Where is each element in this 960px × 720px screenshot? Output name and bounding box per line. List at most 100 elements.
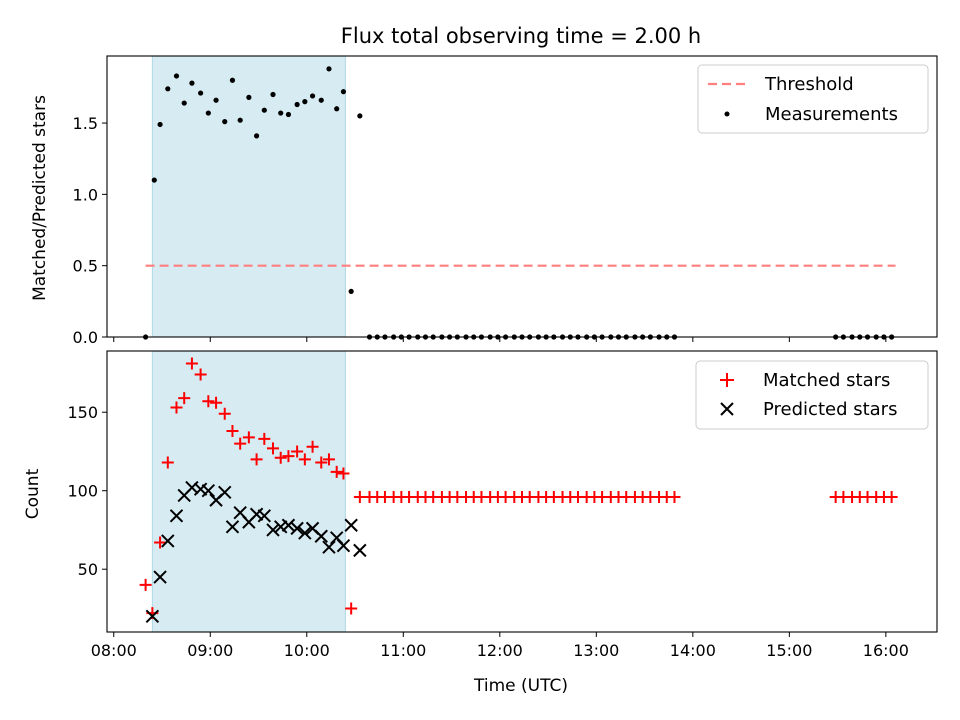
matched-star-point [668,490,681,503]
legend-matched-swatch [720,373,734,387]
measurement-point [340,89,347,95]
predicted-star-point [169,509,184,523]
predicted-star-point [201,484,216,498]
predicted-star-point [322,540,336,554]
bottom-legend-box [695,360,929,430]
measurement-point [318,97,324,103]
x-tick-label: 11:00 [380,641,426,660]
bottom-y-axis-label: Count [23,468,43,519]
matched-star-point [298,453,311,466]
bottom-y-axis: 50 100 150 [67,403,107,579]
bottom-axes-frame [106,350,938,633]
top-axes-frame [106,55,938,338]
measurement-point [198,90,204,96]
matched-star-point [154,536,167,549]
measurement-point [309,93,316,99]
x-tick-label: 10:00 [284,641,330,660]
matched-star-point [274,451,287,464]
matched-star-point [242,431,255,444]
top-y-axis: 0.0 0.5 1.0 1.5 [73,114,107,347]
top-y-axis-label: Matched/Predicted stars [30,95,50,301]
predicted-star-point [161,534,175,548]
x-tick-label: 09:00 [187,641,233,660]
bottom-panel: 50 100 150 08:00 09:00 10:00 11:00 12:00 13:00 1… [23,350,938,696]
measurement-point [294,101,300,108]
y-tick-label: 150 [67,403,98,422]
x-axis-label: Time (UTC) [473,676,568,696]
measurement-point [173,73,180,79]
measurement-point [253,133,260,139]
measurement-point [213,97,219,103]
measurement-point [348,288,354,294]
measurement-point [261,107,267,113]
x-tick-label: 16:00 [863,641,909,660]
matched-star-point [267,442,279,455]
measurement-point [326,66,332,72]
bottom-x-axis: 08:00 09:00 10:00 11:00 12:00 13:00 14:00 15:00… [91,632,909,660]
legend-predicted-label: Predicted stars [763,399,897,420]
matched-star-point [322,453,335,466]
matched-star-point [291,445,304,458]
measurement-point [270,91,276,98]
measurement-point [302,99,308,105]
measurement-point [157,121,163,128]
measurement-point [334,106,340,112]
legend-measurements-label: Measurements [765,104,898,125]
predicted-star-point [336,538,351,553]
matched-star-point [139,578,152,591]
matched-star-point [330,465,343,478]
matched-star-point [345,602,358,615]
measurement-point [357,113,363,119]
predicted-star-point [145,609,160,624]
measurements-series [143,66,895,340]
predicted-star-point [218,485,232,499]
measurement-point [229,77,236,83]
matched-star-point [210,396,223,409]
matched-star-point [282,450,295,463]
count-series [139,357,898,624]
predicted-star-point [225,520,240,534]
predicted-star-point [153,570,167,584]
predicted-star-point [266,523,280,537]
measurement-point [189,80,195,86]
legend-predicted-swatch [720,402,734,416]
top-legend: Threshold Measurements [697,64,929,134]
matched-star-point [250,453,263,466]
matched-star-point [202,395,215,408]
measurement-point [278,110,284,116]
matched-star-point [218,407,231,420]
measurement-point [222,119,228,125]
y-tick-label: 1.0 [73,185,98,204]
predicted-star-point [281,518,296,532]
y-tick-label: 1.5 [73,114,98,133]
x-tick-label: 12:00 [477,641,523,660]
x-tick-label: 13:00 [573,641,619,660]
matched-star-point [234,437,247,450]
y-tick-label: 50 [78,560,98,579]
y-tick-label: 100 [67,482,98,501]
chart-title: Flux total observing time = 2.00 h [341,24,701,48]
x-tick-label: 14:00 [670,641,716,660]
measurement-point [285,111,292,118]
matched-star-point [161,456,174,469]
bottom-legend: Matched stars Predicted stars [695,360,929,430]
predicted-star-point [290,521,304,536]
matched-star-point [178,392,191,405]
predicted-star-point [314,529,328,543]
matched-star-point [194,368,207,381]
predicted-star-point [353,543,367,558]
predicted-star-point [298,526,312,540]
legend-threshold-label: Threshold [764,74,854,95]
matched-star-point [170,401,183,414]
matched-star-point [885,490,898,503]
measurement-point [181,100,187,106]
measurement-point [205,110,211,116]
legend-matched-label: Matched stars [763,370,890,391]
measurement-point [151,177,157,183]
matched-star-point [185,357,198,370]
measurement-point [165,86,171,92]
y-tick-label: 0.5 [73,257,98,276]
matched-star-point [226,425,239,438]
matched-star-point [258,432,271,445]
